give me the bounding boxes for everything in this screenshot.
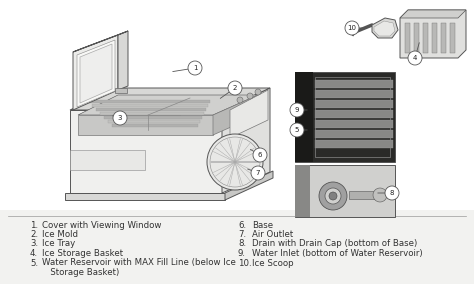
Circle shape	[385, 186, 399, 200]
Circle shape	[290, 123, 304, 137]
Bar	[315, 120, 393, 128]
Polygon shape	[118, 31, 128, 90]
Text: 10: 10	[347, 25, 356, 31]
Polygon shape	[100, 112, 204, 115]
Circle shape	[237, 97, 243, 103]
Text: 5.: 5.	[30, 258, 38, 268]
Bar	[349, 191, 379, 199]
Text: 6.: 6.	[238, 220, 246, 229]
Polygon shape	[70, 110, 222, 193]
Bar	[432, 23, 437, 53]
Bar	[315, 80, 393, 88]
Text: 6: 6	[258, 152, 262, 158]
Circle shape	[251, 166, 265, 180]
Circle shape	[325, 188, 341, 204]
Text: 3: 3	[118, 115, 122, 121]
Polygon shape	[78, 95, 258, 115]
Circle shape	[373, 188, 387, 202]
Circle shape	[329, 192, 337, 200]
Text: Water Reservoir with MAX Fill Line (below Ice: Water Reservoir with MAX Fill Line (belo…	[42, 258, 236, 268]
Text: Base: Base	[252, 220, 273, 229]
Bar	[315, 110, 393, 118]
Circle shape	[319, 182, 347, 210]
Polygon shape	[110, 108, 180, 115]
Text: 7.: 7.	[238, 230, 246, 239]
Polygon shape	[230, 90, 268, 138]
Text: 9.: 9.	[238, 249, 246, 258]
Circle shape	[207, 134, 263, 190]
Text: Storage Basket): Storage Basket)	[42, 268, 119, 277]
Polygon shape	[78, 115, 213, 135]
Polygon shape	[77, 40, 115, 107]
Polygon shape	[70, 88, 270, 110]
Polygon shape	[96, 108, 206, 111]
Bar	[115, 88, 127, 93]
Circle shape	[253, 148, 267, 162]
Polygon shape	[400, 10, 466, 58]
Circle shape	[210, 137, 260, 187]
Polygon shape	[400, 10, 466, 18]
Circle shape	[113, 111, 127, 125]
Bar	[295, 72, 395, 162]
Text: 4: 4	[413, 55, 417, 61]
Text: Ice Scoop: Ice Scoop	[252, 258, 293, 268]
Polygon shape	[73, 35, 118, 110]
Circle shape	[345, 21, 359, 35]
Bar	[315, 130, 393, 138]
Bar	[0, 0, 474, 210]
Text: 2.: 2.	[30, 230, 38, 239]
Polygon shape	[112, 124, 198, 127]
Polygon shape	[92, 104, 208, 107]
Bar	[295, 72, 313, 162]
Circle shape	[408, 51, 422, 65]
Polygon shape	[213, 95, 258, 135]
Bar	[441, 23, 446, 53]
Polygon shape	[80, 44, 112, 103]
Polygon shape	[374, 21, 395, 36]
Bar	[295, 165, 310, 217]
Text: Ice Tray: Ice Tray	[42, 239, 75, 248]
Text: 10.: 10.	[238, 258, 252, 268]
Text: 2: 2	[233, 85, 237, 91]
Polygon shape	[372, 18, 398, 38]
Text: Ice Storage Basket: Ice Storage Basket	[42, 249, 123, 258]
Polygon shape	[222, 88, 270, 193]
Text: 1: 1	[193, 65, 197, 71]
Circle shape	[255, 89, 261, 95]
Bar	[450, 23, 455, 53]
Bar	[315, 140, 393, 148]
Bar	[315, 77, 390, 157]
Polygon shape	[88, 100, 210, 103]
Bar	[423, 23, 428, 53]
Polygon shape	[65, 193, 225, 200]
Circle shape	[188, 61, 202, 75]
Text: Ice Mold: Ice Mold	[42, 230, 78, 239]
Text: 8: 8	[390, 190, 394, 196]
Polygon shape	[70, 150, 145, 170]
Text: 1.: 1.	[30, 220, 38, 229]
Text: 9: 9	[295, 107, 299, 113]
Bar	[315, 100, 393, 108]
Text: Water Inlet (bottom of Water Reservoir): Water Inlet (bottom of Water Reservoir)	[252, 249, 423, 258]
Text: Air Outlet: Air Outlet	[252, 230, 293, 239]
Circle shape	[228, 81, 242, 95]
Text: 7: 7	[256, 170, 260, 176]
Bar	[315, 90, 393, 98]
Circle shape	[290, 103, 304, 117]
Polygon shape	[104, 116, 202, 119]
Text: 8.: 8.	[238, 239, 246, 248]
Text: 5: 5	[295, 127, 299, 133]
Bar	[295, 165, 395, 217]
Bar	[405, 23, 410, 53]
Text: Cover with Viewing Window: Cover with Viewing Window	[42, 220, 161, 229]
Text: 3.: 3.	[30, 239, 38, 248]
Polygon shape	[108, 120, 200, 123]
Text: Drain with Drain Cap (bottom of Base): Drain with Drain Cap (bottom of Base)	[252, 239, 417, 248]
Polygon shape	[73, 31, 128, 52]
Polygon shape	[225, 171, 273, 200]
Bar	[414, 23, 419, 53]
Text: 4.: 4.	[30, 249, 38, 258]
Circle shape	[247, 93, 253, 99]
